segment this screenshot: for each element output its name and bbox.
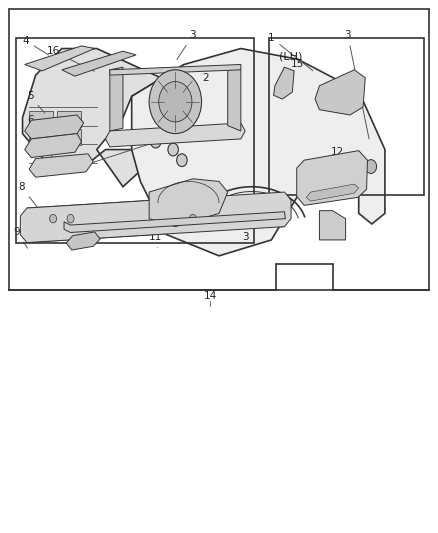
Bar <box>29 130 53 146</box>
Circle shape <box>49 214 57 223</box>
Circle shape <box>150 135 161 148</box>
Polygon shape <box>29 154 93 177</box>
Polygon shape <box>20 192 291 243</box>
Polygon shape <box>66 232 100 250</box>
Text: 14: 14 <box>204 290 217 301</box>
Bar <box>57 111 81 127</box>
Polygon shape <box>132 49 385 256</box>
Polygon shape <box>25 46 95 71</box>
Polygon shape <box>110 64 241 75</box>
Text: 7: 7 <box>35 136 53 158</box>
Polygon shape <box>319 211 346 240</box>
Text: 4: 4 <box>22 36 49 55</box>
Polygon shape <box>315 70 365 115</box>
Text: 2: 2 <box>191 73 209 90</box>
Text: 8: 8 <box>18 182 38 208</box>
Bar <box>57 130 81 146</box>
Polygon shape <box>22 49 184 187</box>
Text: 1: 1 <box>268 33 313 71</box>
Bar <box>16 38 254 243</box>
Text: 16: 16 <box>46 46 94 71</box>
Text: 11: 11 <box>149 232 162 248</box>
Text: 15: 15 <box>286 60 304 76</box>
Polygon shape <box>64 212 286 232</box>
Text: 6: 6 <box>27 115 45 134</box>
Polygon shape <box>110 67 123 131</box>
Circle shape <box>242 209 253 222</box>
Polygon shape <box>25 134 81 158</box>
Text: 10: 10 <box>51 232 75 249</box>
Text: 12: 12 <box>324 147 343 163</box>
Text: 3: 3 <box>345 30 369 139</box>
Polygon shape <box>274 67 294 99</box>
Text: 3: 3 <box>80 142 154 171</box>
Polygon shape <box>306 184 359 201</box>
Circle shape <box>159 82 192 122</box>
Text: 3: 3 <box>177 30 196 60</box>
Bar <box>29 111 53 127</box>
Circle shape <box>149 70 201 134</box>
Circle shape <box>356 165 366 177</box>
Circle shape <box>67 214 74 223</box>
Text: 3: 3 <box>242 219 248 243</box>
Text: 13: 13 <box>341 96 361 112</box>
Polygon shape <box>25 115 84 139</box>
Polygon shape <box>228 67 241 131</box>
Text: 5: 5 <box>27 91 45 113</box>
Text: 9: 9 <box>14 227 28 248</box>
Circle shape <box>365 160 377 173</box>
Circle shape <box>168 143 178 156</box>
Circle shape <box>189 214 196 223</box>
Circle shape <box>177 154 187 166</box>
Polygon shape <box>297 151 367 205</box>
Polygon shape <box>149 179 228 227</box>
Polygon shape <box>106 123 245 147</box>
Polygon shape <box>62 51 136 76</box>
Text: (LH): (LH) <box>279 52 303 61</box>
Bar <box>269 38 424 195</box>
